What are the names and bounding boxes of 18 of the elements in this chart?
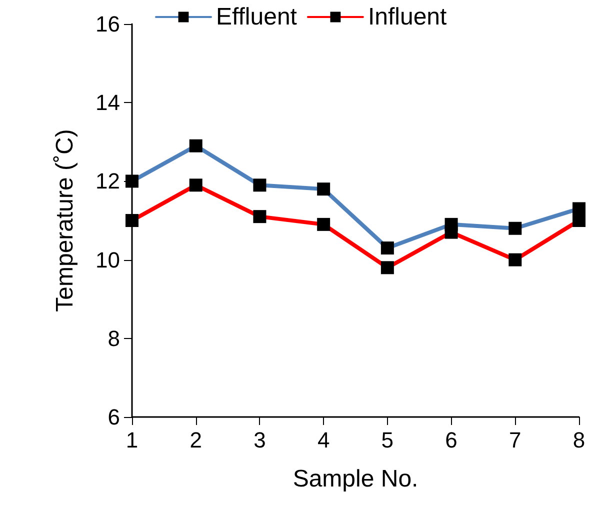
- x-axis-title: Sample No.: [292, 466, 418, 492]
- legend-label: Effluent: [216, 4, 298, 30]
- x-tick-label: 6: [445, 428, 458, 452]
- x-tick-label: 2: [190, 428, 202, 452]
- y-tick-label: 14: [96, 90, 120, 116]
- y-tick-label: 6: [108, 404, 120, 430]
- y-tick-label: 16: [96, 12, 120, 36]
- x-tick-label: 8: [572, 428, 586, 452]
- x-tick-label: 5: [381, 428, 394, 452]
- y-tick-label: 8: [108, 326, 120, 351]
- y-tick-label: 12: [96, 168, 120, 194]
- x-tick-label: 4: [317, 428, 330, 452]
- y-tick-label: 10: [96, 247, 120, 272]
- x-tick-label: 7: [509, 428, 522, 452]
- legend-label: Influent: [368, 4, 448, 30]
- y-axis-title: Temperature (˚C): [52, 129, 78, 312]
- x-tick-label: 1: [126, 428, 138, 452]
- x-tick-label: 3: [254, 428, 266, 452]
